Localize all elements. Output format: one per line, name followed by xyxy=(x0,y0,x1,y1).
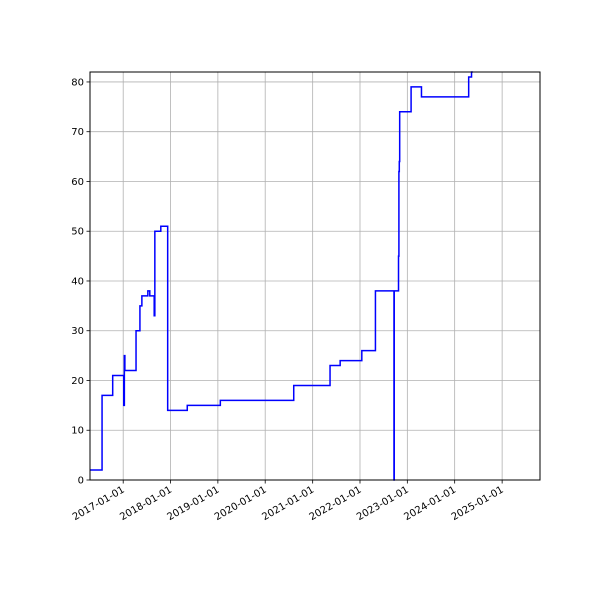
y-tick-label: 60 xyxy=(71,177,84,188)
x-tick-label: 2025-01-01 xyxy=(450,485,506,524)
y-axis: 0 10 20 30 40 50 60 70 80 xyxy=(71,77,90,487)
x-tick-label: 2018-01-01 xyxy=(118,485,174,524)
y-tick-label: 40 xyxy=(71,276,84,287)
series-layer xyxy=(90,71,473,481)
series-line xyxy=(90,71,473,481)
x-tick-label: 2020-01-01 xyxy=(213,485,269,524)
y-tick-label: 0 xyxy=(78,476,84,487)
y-tick-label: 80 xyxy=(71,77,84,88)
y-tick-label: 50 xyxy=(71,227,84,238)
x-axis: 2017-01-012018-01-012019-01-012020-01-01… xyxy=(71,480,506,523)
y-tick-label: 30 xyxy=(71,326,84,337)
y-tick-label: 70 xyxy=(71,127,84,138)
y-tick-label: 10 xyxy=(71,426,84,437)
x-tick-label: 2019-01-01 xyxy=(166,485,222,524)
x-tick-label: 2023-01-01 xyxy=(355,485,411,524)
plot-frame xyxy=(89,71,541,481)
x-tick-label: 2022-01-01 xyxy=(308,485,364,524)
y-tick-label: 20 xyxy=(71,376,84,387)
x-tick-label: 2017-01-01 xyxy=(71,485,127,524)
grid xyxy=(90,72,540,481)
x-tick-label: 2021-01-01 xyxy=(260,485,316,524)
x-tick-label: 2024-01-01 xyxy=(402,485,458,524)
